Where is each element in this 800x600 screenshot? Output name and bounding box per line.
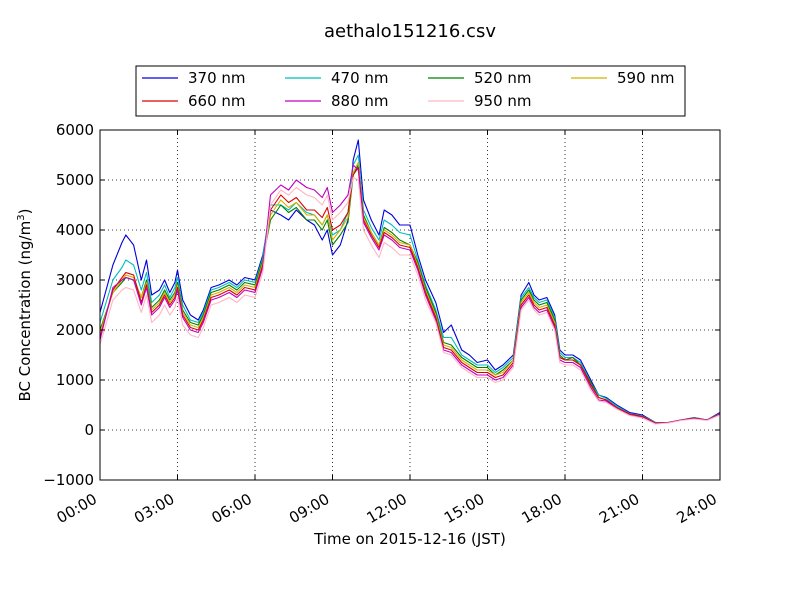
chart-title: aethalo151216.csv	[324, 21, 496, 42]
x-tick-label: 00:00	[54, 490, 100, 527]
series-line-880-nm	[99, 164, 721, 425]
x-tick-label: 18:00	[519, 490, 565, 527]
legend-label: 520 nm	[474, 69, 532, 87]
y-tick-label: 2000	[56, 321, 94, 339]
series-line-950-nm	[99, 176, 721, 425]
y-tick-label: 6000	[56, 121, 94, 139]
y-tick-label: 3000	[56, 271, 94, 289]
series-line-590-nm	[99, 161, 721, 424]
y-tick-label: 1000	[56, 371, 94, 389]
x-tick-label: 24:00	[674, 490, 720, 527]
legend-label: 880 nm	[331, 92, 389, 110]
x-tick-label: 06:00	[209, 490, 255, 527]
x-tick-label: 09:00	[286, 490, 332, 527]
y-tick-label: −1000	[43, 471, 94, 489]
series-line-370-nm	[99, 139, 721, 424]
x-tick-label: 03:00	[131, 490, 177, 527]
y-axis-label-main: BC Concentration (ng/m	[16, 221, 34, 402]
x-axis-label: Time on 2015-12-16 (JST)	[313, 530, 506, 548]
series-line-660-nm	[99, 166, 721, 424]
legend-label: 590 nm	[617, 69, 675, 87]
axis-ticks: 00:00 03:00 06:00 09:00 12:00 15:00 18:00 21:00…	[43, 121, 721, 527]
x-tick-label: 21:00	[596, 490, 642, 527]
legend-box	[135, 65, 686, 117]
x-tick-label: 12:00	[364, 490, 410, 527]
y-tick-label: 0	[84, 421, 94, 439]
y-tick-label: 4000	[56, 221, 94, 239]
x-tick-label: 15:00	[441, 490, 487, 527]
legend-label: 950 nm	[474, 92, 532, 110]
y-axis-label: BC Concentration (ng/m3)	[16, 209, 34, 402]
legend-label: 470 nm	[331, 69, 389, 87]
legend: 370 nm 470 nm 520 nm 590 nm 660 nm 880 nm 950 …	[135, 65, 686, 117]
series-layer	[99, 139, 721, 425]
y-axis-label-superscript: 3	[16, 214, 27, 220]
y-tick-label: 5000	[56, 171, 94, 189]
legend-label: 370 nm	[188, 69, 246, 87]
grid	[99, 129, 721, 481]
legend-label: 660 nm	[188, 92, 246, 110]
y-axis-label-suffix: )	[16, 209, 34, 215]
